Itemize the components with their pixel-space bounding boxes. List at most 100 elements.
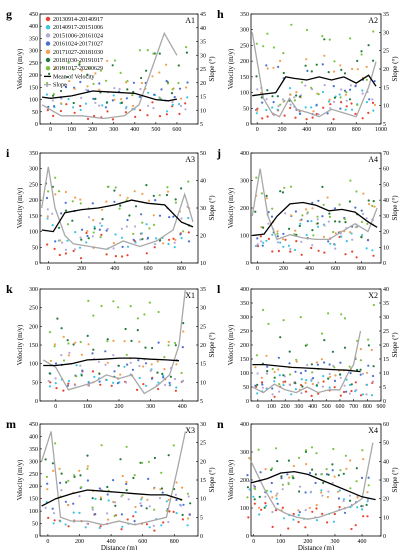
velocity-point [305,379,308,382]
velocity-point [117,306,120,309]
velocity-point [120,513,123,516]
velocity-point [45,93,49,96]
velocity-point [311,207,314,210]
x-tick-label: 0 [256,266,259,272]
velocity-point [91,352,94,355]
mean-velocity-line [41,199,194,233]
x-tick-label: 500 [151,127,160,133]
velocity-point [67,97,70,101]
velocity-point [304,526,307,529]
velocity-point [267,211,270,214]
panel-a3: i A3 0 200 400 600 800 0 50 100 150 200 250 300 350 10 2… [6,146,216,272]
y-tick-label: 100 [240,371,249,377]
velocity-point [282,238,285,241]
velocity-point [371,101,375,104]
velocity-point [254,244,258,248]
velocity-point [316,215,319,218]
velocity-point [304,84,307,87]
velocity-point [181,486,184,489]
velocity-point [167,82,170,85]
velocity-point [73,111,76,114]
velocity-point [298,485,302,488]
velocity-point [278,374,281,377]
velocity-point [91,235,94,238]
velocity-point [174,389,177,392]
velocity-point [354,112,357,115]
velocity-point [175,481,178,484]
velocity-point [323,224,326,227]
velocity-point [344,221,347,224]
legend-marker [45,66,51,71]
velocity-point [354,524,357,527]
velocity-point [105,101,108,104]
velocity-point [100,444,103,447]
velocity-point [295,91,298,94]
velocity-point [320,473,323,476]
velocity-point [91,370,95,373]
velocity-point [287,482,290,486]
velocity-point [132,238,135,241]
velocity-point [49,359,53,362]
velocity-point [350,232,353,235]
velocity-point [144,346,147,349]
velocity-point [160,524,163,527]
velocity-point [258,513,261,516]
velocity-point [106,512,109,515]
velocity-point [327,377,330,380]
velocity-point [48,72,51,75]
x-tick-label: 300 [146,404,155,410]
velocity-point [323,54,326,57]
velocity-point [312,110,315,113]
y2-tick-label: 30 [200,53,206,59]
velocity-point [105,79,108,82]
velocity-point [288,350,291,353]
velocity-point [354,381,357,384]
velocity-point [99,69,102,72]
x-axis-title: Distance (m) [101,544,138,550]
velocity-point [294,382,297,385]
velocity-point [278,383,281,386]
velocity-point [48,372,51,375]
velocity-point [72,101,75,105]
velocity-point [138,49,141,52]
panels-layer: g A10 100 200 300 400 500 600050100150200250300… [6,7,399,550]
velocity-point [372,365,375,368]
velocity-point [277,65,280,68]
velocity-point [125,353,128,356]
velocity-point [275,447,278,450]
velocity-point [340,68,343,71]
velocity-point [294,116,297,119]
velocity-point [333,207,337,210]
velocity-point [112,339,115,342]
velocity-point [267,237,270,240]
velocity-point [64,252,67,255]
velocity-point [365,217,368,220]
velocity-point [322,106,325,109]
velocity-point [276,232,279,235]
velocity-point [147,477,150,480]
velocity-point [167,520,170,524]
velocity-point [362,458,365,461]
velocity-point [300,81,303,84]
velocity-point [80,486,83,489]
velocity-point [262,226,265,229]
velocity-point [306,363,309,367]
velocity-point [372,109,375,112]
velocity-point [305,118,308,121]
velocity-point [305,208,308,211]
velocity-point [266,115,269,118]
velocity-point [46,81,49,85]
velocity-point [321,90,324,94]
velocity-point [157,387,160,391]
velocity-point [355,480,358,483]
velocity-point [129,305,132,308]
velocity-point [165,193,169,197]
velocity-point [68,80,71,83]
velocity-point [329,375,332,378]
velocity-point [104,350,107,353]
mean-velocity-line [252,74,377,97]
velocity-point [111,64,114,67]
velocity-point [260,240,263,243]
velocity-point [366,239,370,242]
velocity-point [172,237,175,240]
